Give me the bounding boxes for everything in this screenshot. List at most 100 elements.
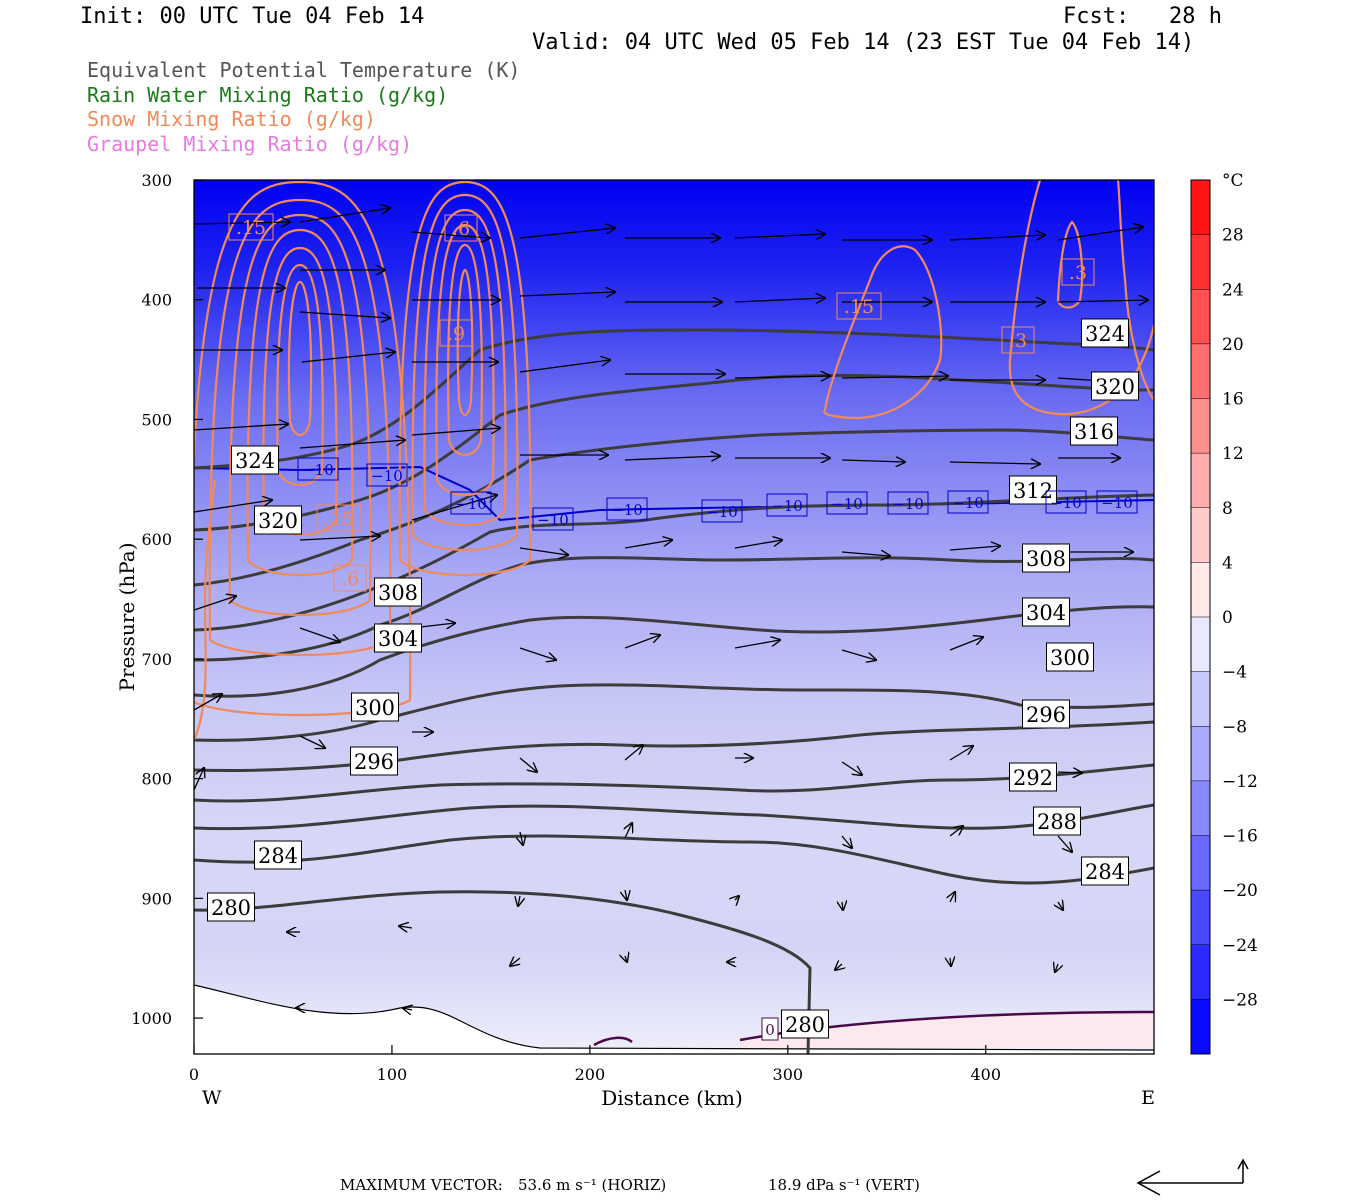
wind-vector: [841, 761, 862, 775]
wind-vectors: [194, 208, 1148, 1010]
colorbar-swatch: [1191, 562, 1210, 618]
wind-vector: [519, 647, 556, 660]
terrain-line: [194, 984, 1154, 1051]
theta-e-label: 284: [1085, 860, 1125, 884]
theta-e-label: 308: [1026, 547, 1066, 571]
colorbar-swatch: [1191, 780, 1210, 836]
wind-vector: [1057, 300, 1148, 302]
colorbar-swatch: [1191, 343, 1210, 399]
wind-vector: [949, 462, 1040, 464]
colorbar-swatch: [1191, 835, 1210, 891]
x-axis: 0 100 200 300 400: [189, 1045, 1001, 1084]
colorbar-swatch: [1191, 289, 1210, 345]
wind-vector: [835, 964, 842, 970]
valid-time: Valid: 04 UTC Wed 05 Feb 14 (23 EST Tue …: [532, 30, 1195, 55]
wind-vector: [299, 735, 325, 748]
theta-e-label: 300: [1050, 646, 1090, 670]
snow-contour: [208, 198, 392, 657]
theta-e-contour-312: [194, 493, 1154, 632]
theta-e-contour-308: [194, 556, 1154, 662]
theta-e-contour-300: [194, 683, 1154, 742]
wind-vector: [399, 926, 413, 928]
theta-e-label: 280: [785, 1013, 825, 1037]
colorbar-tick-label: 8: [1222, 499, 1233, 519]
wind-vector: [949, 746, 973, 761]
snow-contour: [411, 193, 519, 552]
wind-vector: [1055, 964, 1058, 972]
isotherm-label: −10: [831, 495, 863, 513]
colorbar-tick-label: 16: [1222, 390, 1244, 410]
wind-vector: [299, 208, 390, 223]
wind-vector: [1058, 902, 1063, 910]
theta-e-label: 280: [211, 896, 251, 920]
wind-vector: [194, 596, 236, 611]
theta-e-label: 292: [1013, 766, 1053, 790]
y-axis-title: Pressure (hPa): [115, 543, 139, 692]
colorbar-tick-label: 28: [1222, 226, 1244, 246]
forecast-hour: Fcst: 28 h: [1063, 4, 1222, 29]
theta-e-label: 320: [258, 509, 298, 533]
theta-e-label: 288: [1037, 810, 1077, 834]
theta-e-contour-320: [194, 373, 1154, 532]
wind-vector: [519, 228, 615, 239]
wind-vector: [510, 958, 520, 966]
colorbar-tick-label: −12: [1222, 772, 1258, 792]
colorbar-tick-label: −4: [1222, 663, 1247, 683]
max-vector-vert: 18.9 dPa s⁻¹ (VERT): [768, 1176, 920, 1194]
colorbar-swatch: [1191, 671, 1210, 727]
isotherm-label: −10: [302, 461, 334, 479]
colorbar-tick-label: −28: [1222, 990, 1258, 1010]
colorbar-swatch: [1191, 234, 1210, 290]
snow-contour: [456, 268, 474, 417]
isotherm-label: −10: [892, 495, 924, 513]
snow-contour: [823, 245, 943, 420]
theta-e-label: 284: [258, 844, 298, 868]
wind-vector: [194, 424, 288, 431]
isotherm-labels: −10 −10 −10 −10 −10 −10 −10 −10 −10 −10 −10 −10 0: [297, 457, 1138, 1041]
isotherm-label: −10: [952, 494, 984, 512]
snow-contour: [287, 280, 313, 437]
x-tick-label: 0: [189, 1065, 199, 1084]
wind-vector: [950, 892, 955, 902]
colorbar-swatch: [1191, 617, 1210, 673]
wind-vector: [949, 826, 963, 837]
max-vector-label: MAXIMUM VECTOR:: [340, 1176, 503, 1194]
y-tick-label: 300: [141, 171, 172, 190]
wind-vector: [519, 360, 610, 373]
wind-vector: [841, 835, 852, 848]
wind-vector: [301, 352, 395, 363]
wind-vector: [299, 627, 340, 642]
init-time: Init: 00 UTC Tue 04 Feb 14: [80, 4, 425, 29]
colorbar-tick-label: 0: [1222, 608, 1233, 628]
wind-vector: [735, 896, 739, 900]
colorbar-swatch: [1191, 398, 1210, 454]
terrain: [194, 985, 1154, 1054]
colorbar-tick-label: 12: [1222, 444, 1244, 464]
wind-vector: [1057, 772, 1082, 773]
wind-vector: [518, 896, 520, 906]
legend-rain: Rain Water Mixing Ratio (g/kg): [87, 83, 449, 107]
theta-e-label: 324: [235, 449, 275, 473]
x-tick-label: 400: [970, 1065, 1001, 1084]
snow-label: .15: [844, 296, 874, 318]
isotherm-label: −10: [706, 503, 738, 521]
wind-vector: [841, 552, 890, 556]
theta-e-label: 308: [378, 581, 418, 605]
wind-vector: [1057, 227, 1143, 241]
wind-vector: [949, 546, 1000, 550]
colorbar-unit: °C: [1222, 171, 1244, 191]
colorbar-swatch: [1191, 999, 1210, 1055]
wind-vector: [299, 536, 380, 540]
isotherm-label: −10: [371, 467, 403, 485]
colorbar-tick-label: −24: [1222, 936, 1258, 956]
zero-isotherm-label: 0: [765, 1021, 775, 1039]
snow-contour: [246, 228, 354, 577]
theta-e-contour-304: [194, 605, 1154, 698]
isotherm-label: −10: [1101, 494, 1133, 512]
snow-label: .3: [1069, 262, 1087, 284]
warm-surface-layer: [740, 1012, 1154, 1048]
x-axis-title: Distance (km): [601, 1086, 743, 1110]
theta-e-contours: [194, 328, 1154, 1054]
theta-e-label: 320: [1095, 375, 1135, 399]
wind-vector: [841, 649, 876, 660]
